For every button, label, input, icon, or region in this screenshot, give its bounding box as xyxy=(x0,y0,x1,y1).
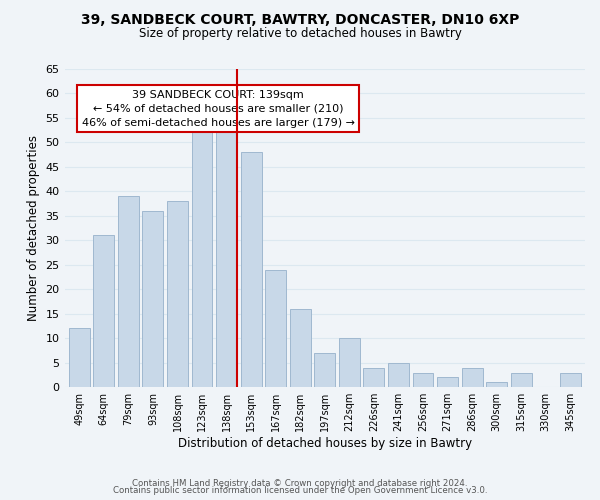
Bar xyxy=(511,372,532,387)
X-axis label: Distribution of detached houses by size in Bawtry: Distribution of detached houses by size … xyxy=(178,437,472,450)
Bar xyxy=(364,368,385,387)
Bar xyxy=(216,123,237,387)
Bar xyxy=(69,328,90,387)
Text: 39 SANDBECK COURT: 139sqm
← 54% of detached houses are smaller (210)
46% of semi: 39 SANDBECK COURT: 139sqm ← 54% of detac… xyxy=(82,90,355,128)
Bar xyxy=(265,270,286,387)
Y-axis label: Number of detached properties: Number of detached properties xyxy=(27,135,40,321)
Bar xyxy=(94,236,114,387)
Text: 39, SANDBECK COURT, BAWTRY, DONCASTER, DN10 6XP: 39, SANDBECK COURT, BAWTRY, DONCASTER, D… xyxy=(81,12,519,26)
Bar xyxy=(413,372,433,387)
Text: Size of property relative to detached houses in Bawtry: Size of property relative to detached ho… xyxy=(139,28,461,40)
Bar xyxy=(461,368,482,387)
Bar xyxy=(560,372,581,387)
Bar xyxy=(118,196,139,387)
Bar xyxy=(486,382,507,387)
Bar xyxy=(437,378,458,387)
Bar xyxy=(388,362,409,387)
Bar xyxy=(142,211,163,387)
Bar xyxy=(241,152,262,387)
Text: Contains public sector information licensed under the Open Government Licence v3: Contains public sector information licen… xyxy=(113,486,487,495)
Bar xyxy=(339,338,360,387)
Bar xyxy=(290,309,311,387)
Bar xyxy=(314,353,335,387)
Bar xyxy=(167,201,188,387)
Bar xyxy=(191,128,212,387)
Text: Contains HM Land Registry data © Crown copyright and database right 2024.: Contains HM Land Registry data © Crown c… xyxy=(132,478,468,488)
